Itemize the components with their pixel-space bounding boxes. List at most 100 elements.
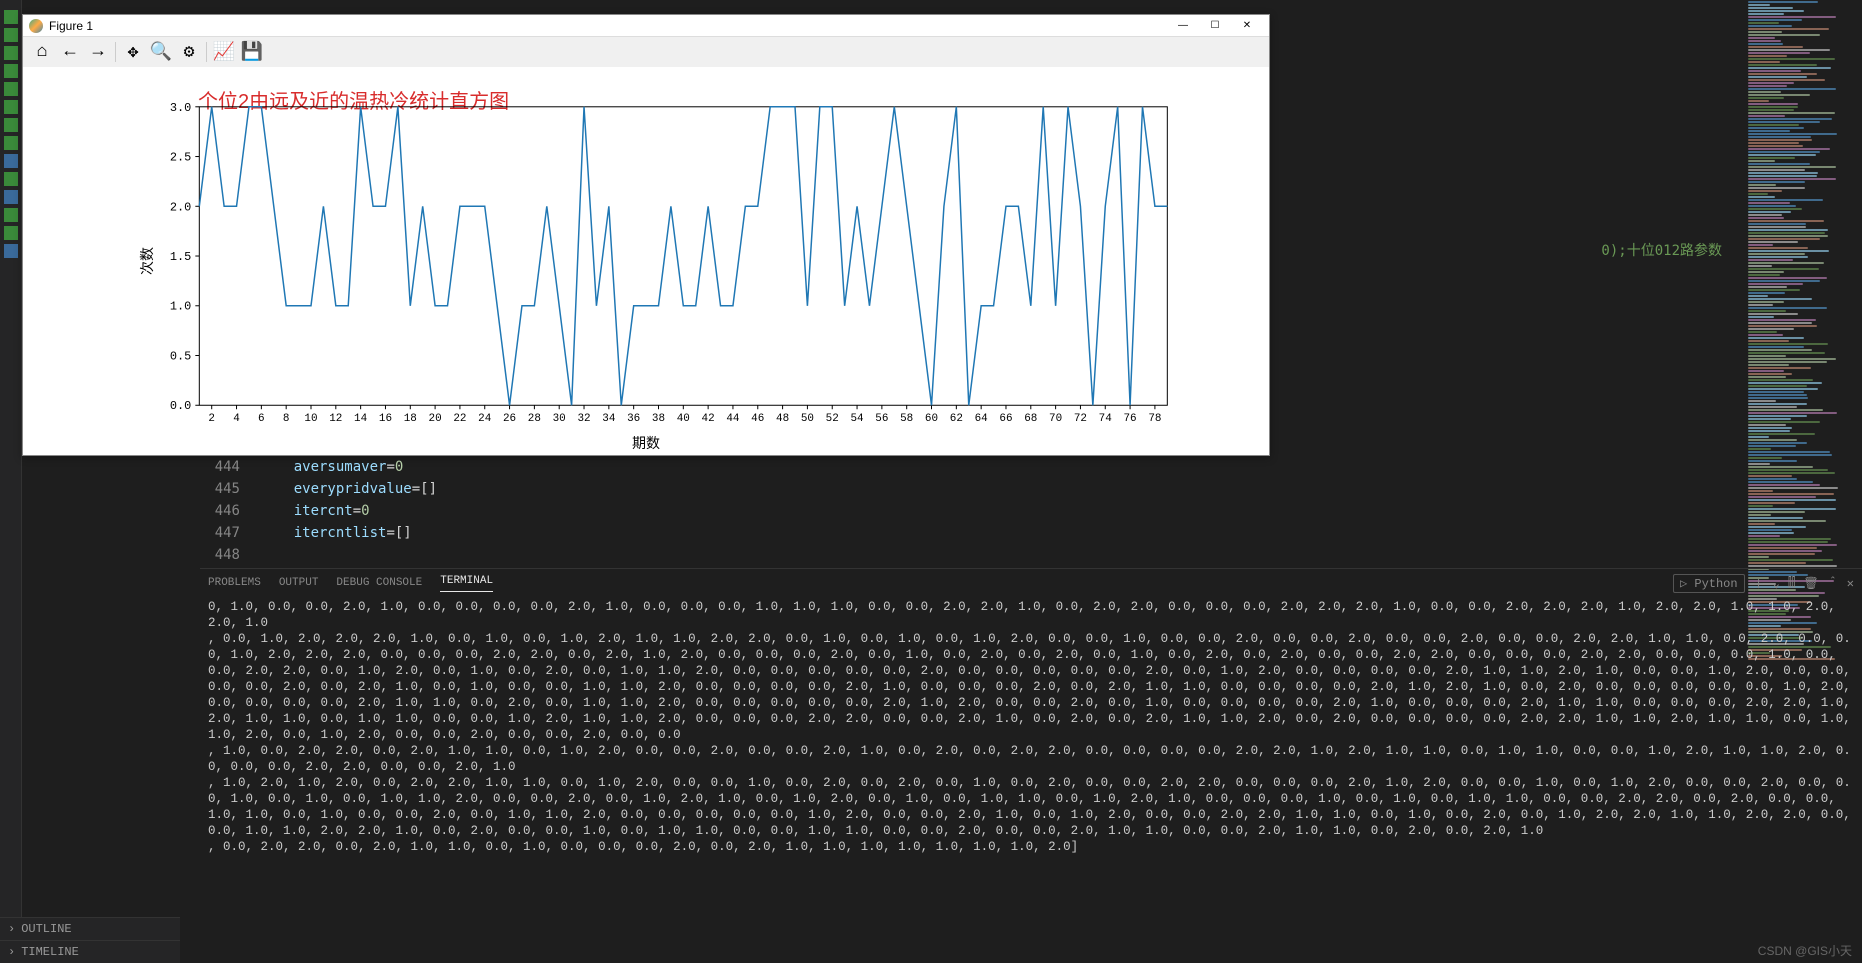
svg-text:14: 14 <box>354 413 368 425</box>
configure-button[interactable]: ⚙ <box>176 40 202 64</box>
maximize-button[interactable]: ☐ <box>1199 17 1231 35</box>
file-icon[interactable] <box>4 154 18 168</box>
line-number: 445 <box>200 478 260 500</box>
terminal-tab-terminal[interactable]: TERMINAL <box>440 575 493 592</box>
zoom-button[interactable]: 🔍 <box>148 40 174 64</box>
svg-text:36: 36 <box>627 413 640 425</box>
line-number: 444 <box>200 456 260 478</box>
figure-toolbar: ⌂←→ ✥🔍⚙ 📈💾 <box>23 37 1269 67</box>
svg-text:74: 74 <box>1099 413 1113 425</box>
svg-text:42: 42 <box>702 413 715 425</box>
svg-text:16: 16 <box>379 413 392 425</box>
svg-text:10: 10 <box>304 413 317 425</box>
edit-button[interactable]: 📈 <box>211 40 237 64</box>
code-text <box>260 544 294 566</box>
terminal-panel: PROBLEMS OUTPUT DEBUG CONSOLE TERMINAL ▷ Pyt… <box>200 568 1862 963</box>
file-icon[interactable] <box>4 190 18 204</box>
toolbar-separator <box>115 42 116 62</box>
terminal-tab-problems[interactable]: PROBLEMS <box>208 577 261 589</box>
svg-text:0.0: 0.0 <box>170 399 191 413</box>
trash-icon[interactable]: 🗑 <box>1804 576 1819 591</box>
svg-text:38: 38 <box>652 413 665 425</box>
svg-text:62: 62 <box>950 413 963 425</box>
svg-text:3.0: 3.0 <box>170 101 191 115</box>
close-icon[interactable]: ✕ <box>1847 576 1854 591</box>
svg-text:66: 66 <box>999 413 1012 425</box>
file-icon[interactable] <box>4 82 18 96</box>
matplotlib-figure-window: Figure 1 — ☐ ✕ ⌂←→✥🔍⚙📈💾 个位2由远及近的温热冷统计直方图… <box>22 14 1270 456</box>
watermark: CSDN @GIS小天 <box>1758 942 1852 959</box>
code-text: itercntlist=[] <box>260 522 412 544</box>
code-comment-background: 0);十位012路参数 <box>1601 240 1722 260</box>
file-icon[interactable] <box>4 10 18 24</box>
forward-button[interactable]: → <box>85 40 111 64</box>
code-line[interactable]: 446 itercnt=0 <box>200 500 1722 522</box>
timeline-panel-header[interactable]: TIMELINE <box>0 940 180 963</box>
code-editor[interactable]: 444 aversumaver=0445 everypridvalue=[]44… <box>200 456 1722 566</box>
plus-icon[interactable]: ＋ <box>1753 575 1765 592</box>
file-icon[interactable] <box>4 172 18 186</box>
code-text: itercnt=0 <box>260 500 370 522</box>
code-line[interactable]: 447 itercntlist=[] <box>200 522 1722 544</box>
file-icon[interactable] <box>4 208 18 222</box>
svg-text:28: 28 <box>528 413 541 425</box>
svg-text:24: 24 <box>478 413 492 425</box>
svg-text:30: 30 <box>553 413 566 425</box>
split-icon[interactable]: ⫿⫿ <box>1788 576 1796 590</box>
svg-text:46: 46 <box>751 413 764 425</box>
svg-text:34: 34 <box>602 413 616 425</box>
file-icon[interactable] <box>4 28 18 42</box>
svg-text:52: 52 <box>826 413 839 425</box>
terminal-output[interactable]: 0, 1.0, 0.0, 0.0, 2.0, 1.0, 0.0, 0.0, 0.… <box>200 597 1862 859</box>
minimap[interactable] <box>1742 0 1862 568</box>
svg-text:72: 72 <box>1074 413 1087 425</box>
terminal-tabs: PROBLEMS OUTPUT DEBUG CONSOLE TERMINAL ▷ Pyt… <box>200 569 1862 597</box>
svg-text:70: 70 <box>1049 413 1062 425</box>
save-button[interactable]: 💾 <box>239 40 265 64</box>
svg-text:58: 58 <box>900 413 913 425</box>
svg-text:40: 40 <box>677 413 690 425</box>
minimize-button[interactable]: — <box>1167 17 1199 35</box>
sidebar-bottom-panels: OUTLINE TIMELINE <box>0 917 180 963</box>
code-line[interactable]: 444 aversumaver=0 <box>200 456 1722 478</box>
toolbar-separator <box>206 42 207 62</box>
close-button[interactable]: ✕ <box>1231 17 1263 35</box>
code-line[interactable]: 448 <box>200 544 1722 566</box>
home-button[interactable]: ⌂ <box>29 40 55 64</box>
line-number: 448 <box>200 544 260 566</box>
pan-button[interactable]: ✥ <box>120 40 146 64</box>
svg-text:18: 18 <box>404 413 417 425</box>
file-icon[interactable] <box>4 100 18 114</box>
file-icon[interactable] <box>4 46 18 60</box>
svg-text:2: 2 <box>208 413 215 425</box>
svg-text:6: 6 <box>258 413 265 425</box>
file-icon[interactable] <box>4 136 18 150</box>
svg-text:22: 22 <box>453 413 466 425</box>
terminal-tab-debug-console[interactable]: DEBUG CONSOLE <box>336 577 422 589</box>
terminal-tab-output[interactable]: OUTPUT <box>279 577 319 589</box>
code-text: aversumaver=0 <box>260 456 403 478</box>
figure-titlebar[interactable]: Figure 1 — ☐ ✕ <box>23 15 1269 37</box>
file-icon[interactable] <box>4 226 18 240</box>
back-button[interactable]: ← <box>57 40 83 64</box>
terminal-kind[interactable]: ▷ Python <box>1673 574 1745 593</box>
explorer-sidebar <box>0 0 22 963</box>
svg-text:4: 4 <box>233 413 240 425</box>
matplotlib-logo-icon <box>29 19 43 33</box>
code-line[interactable]: 445 everypridvalue=[] <box>200 478 1722 500</box>
outline-panel-header[interactable]: OUTLINE <box>0 917 180 940</box>
svg-text:32: 32 <box>577 413 590 425</box>
svg-text:2.5: 2.5 <box>170 151 191 165</box>
svg-text:56: 56 <box>875 413 888 425</box>
svg-text:44: 44 <box>726 413 740 425</box>
svg-text:1.0: 1.0 <box>170 300 191 314</box>
file-icon[interactable] <box>4 244 18 258</box>
svg-text:2.0: 2.0 <box>170 200 191 214</box>
up-icon[interactable]: ＾ <box>1827 575 1839 592</box>
file-icon[interactable] <box>4 118 18 132</box>
svg-text:50: 50 <box>801 413 814 425</box>
svg-text:60: 60 <box>925 413 938 425</box>
chart-svg: 0.00.51.01.52.02.53.02468101214161820222… <box>23 67 1269 455</box>
file-icon[interactable] <box>4 64 18 78</box>
dropdown-icon[interactable]: ⌄ <box>1773 576 1780 591</box>
